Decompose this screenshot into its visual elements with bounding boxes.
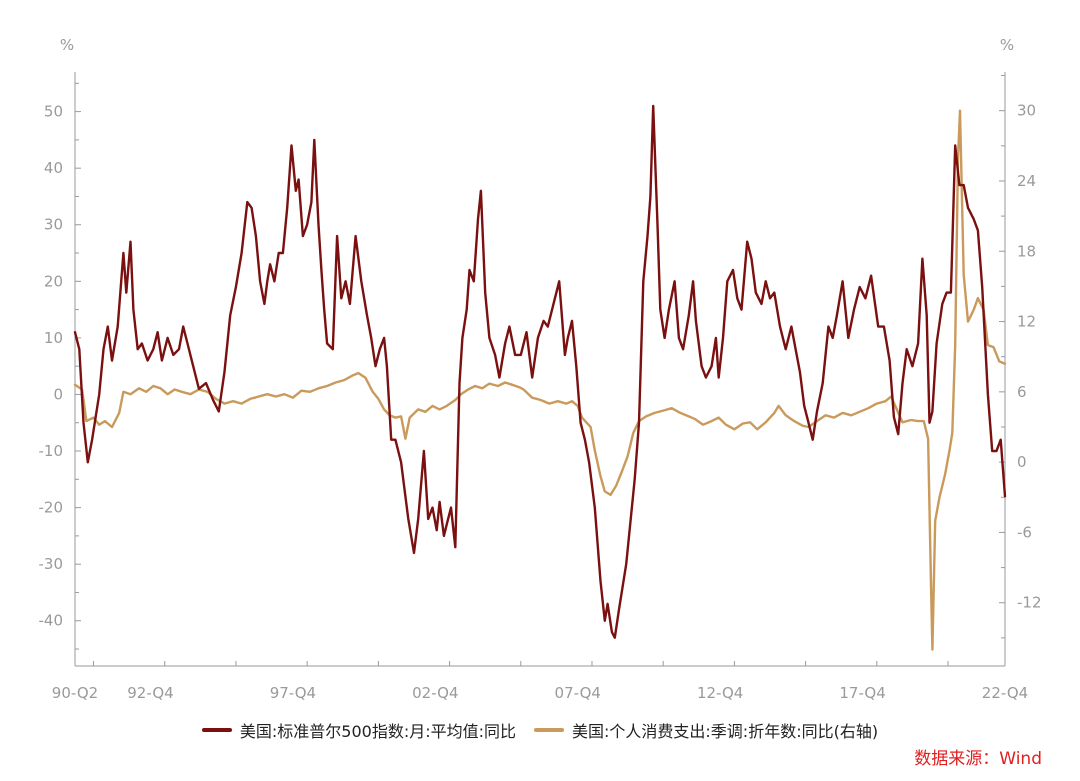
series-pce-yoy-line: [73, 109, 1007, 651]
series-sp500-yoy-line: [73, 104, 1007, 639]
left-tick-label: -40: [39, 612, 64, 630]
x-tick-label: 97-Q4: [270, 684, 316, 702]
right-tick-label: 6: [1017, 383, 1027, 401]
legend-label-series1: 美国:标准普尔500指数:月:平均值:同比: [239, 722, 517, 741]
left-tick-label: 20: [44, 272, 63, 290]
x-tick-label: 07-Q4: [555, 684, 601, 702]
right-tick-label: 24: [1017, 172, 1036, 190]
x-tick-label: 17-Q4: [839, 684, 885, 702]
x-tick-label: 22-Q4: [982, 684, 1028, 702]
legend-label-series2: 美国:个人消费支出:季调:折年数:同比(右轴): [572, 722, 879, 741]
x-axis: 90-Q2 92-Q4 97-Q4 02-Q4 07-Q4 12-Q4 17-Q4 22-Q4: [52, 661, 1028, 702]
right-y-axis: % 30 24 18 12 6 0 -6 -12: [999, 36, 1042, 666]
data-source-note: 数据来源：Wind: [914, 749, 1042, 769]
right-axis-unit: %: [1000, 36, 1014, 54]
left-tick-label: -10: [39, 442, 64, 460]
right-tick-label: 18: [1017, 242, 1036, 260]
left-tick-label: -30: [39, 555, 64, 573]
left-tick-label: 50: [44, 103, 63, 121]
right-tick-label: -12: [1017, 594, 1042, 612]
left-tick-label: 40: [44, 159, 63, 177]
left-y-axis: % 50 40 30 20 10 0 -10 -20 -30 -40: [39, 36, 81, 666]
legend: 美国:标准普尔500指数:月:平均值:同比 美国:个人消费支出:季调:折年数:同…: [0, 719, 1080, 741]
legend-item-series2: 美国:个人消费支出:季调:折年数:同比(右轴): [534, 718, 878, 742]
x-tick-label: 12-Q4: [697, 684, 743, 702]
legend-swatch-series1: [201, 728, 232, 732]
x-tick-label: 92-Q4: [127, 684, 173, 702]
chart-canvas: % 50 40 30 20 10 0 -10 -20 -30 -40 % 30 24 18 12 6 0 -6 -1…: [39, 36, 1042, 702]
right-tick-label: 30: [1017, 102, 1036, 120]
left-tick-label: -20: [39, 499, 64, 517]
right-tick-label: 0: [1017, 453, 1027, 471]
right-tick-label: 12: [1017, 313, 1036, 331]
left-tick-label: 0: [53, 385, 63, 403]
x-tick-label: 90-Q2: [52, 684, 98, 702]
left-tick-label: 10: [44, 329, 63, 347]
left-tick-label: 30: [44, 216, 63, 234]
legend-item-series1: 美国:标准普尔500指数:月:平均值:同比: [201, 718, 517, 742]
x-tick-label: 02-Q4: [412, 684, 458, 702]
series-group: [73, 104, 1007, 651]
left-axis-unit: %: [60, 36, 74, 54]
legend-swatch-series2: [534, 728, 565, 732]
right-tick-label: -6: [1017, 523, 1032, 541]
